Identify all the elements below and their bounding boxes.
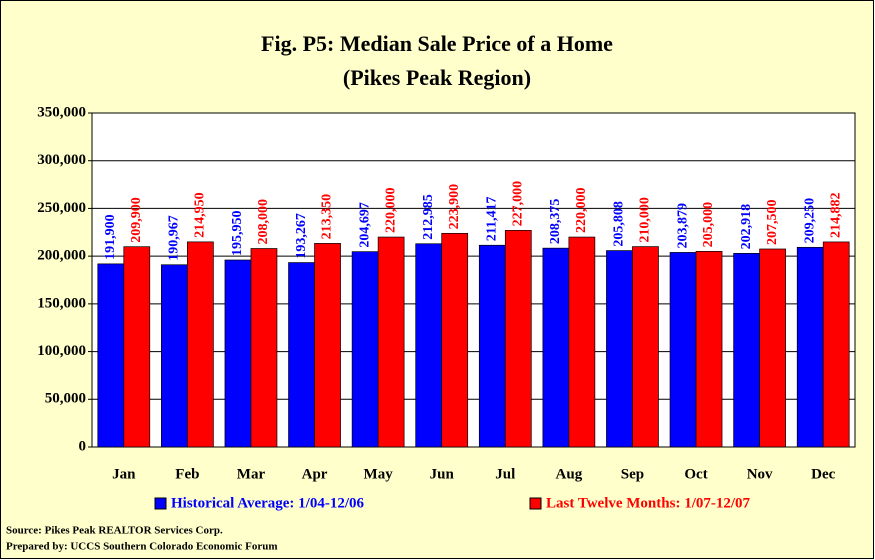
bar: [415, 243, 443, 448]
bar: [759, 248, 786, 448]
data-label: 210,000: [638, 197, 653, 243]
bar: [123, 246, 151, 448]
y-tick-label: 200,000: [37, 248, 86, 264]
x-tick-label: Oct: [684, 466, 707, 482]
bar: [632, 246, 659, 448]
data-label: 209,900: [129, 197, 144, 243]
chart-subtitle: (Pikes Peak Region): [343, 65, 531, 90]
data-label: 214,950: [193, 192, 208, 238]
bar: [250, 248, 278, 448]
y-tick-label: 350,000: [37, 104, 86, 120]
bar: [669, 252, 697, 448]
y-tick-label: 300,000: [37, 152, 86, 168]
bar: [441, 232, 469, 448]
x-tick-label: Jul: [495, 466, 515, 482]
data-label: 213,350: [320, 194, 335, 240]
bar: [377, 236, 405, 448]
data-label: 220,000: [383, 188, 398, 234]
x-tick-label: Aug: [556, 466, 583, 482]
data-label: 202,918: [739, 204, 754, 250]
bar: [351, 251, 379, 448]
prepared-note: Prepared by: UCCS Southern Colorado Econ…: [6, 541, 278, 553]
bar: [568, 236, 596, 448]
y-tick-label: 250,000: [37, 200, 86, 216]
data-label: 212,985: [421, 194, 436, 240]
x-tick-label: Apr: [302, 466, 328, 482]
bar: [695, 251, 723, 448]
data-label: 208,000: [256, 199, 271, 245]
legend-swatch: [529, 497, 542, 510]
data-label: 204,697: [357, 202, 372, 248]
data-label: 227,000: [511, 181, 526, 227]
bar: [606, 250, 633, 448]
source-note: Source: Pikes Peak REALTOR Services Corp…: [6, 525, 223, 537]
legend-label: Historical Average: 1/04-12/06: [171, 495, 365, 511]
data-label: 223,900: [447, 184, 462, 230]
plot-area: [91, 112, 856, 448]
x-tick-label: Nov: [747, 466, 773, 482]
x-tick-label: Mar: [237, 466, 266, 482]
legend-label: Last Twelve Months: 1/07-12/07: [546, 495, 751, 511]
bar: [796, 246, 824, 448]
bar: [542, 247, 570, 448]
data-label: 205,000: [701, 202, 716, 248]
bar: [288, 262, 315, 448]
data-label: 193,267: [294, 213, 309, 259]
y-tick-label: 50,000: [45, 391, 86, 407]
data-label: 209,250: [802, 198, 817, 244]
chart-title: Fig. P5: Median Sale Price of a Home: [261, 31, 613, 56]
data-label: 211,417: [485, 197, 500, 242]
y-tick-label: 0: [79, 438, 87, 454]
data-label: 214,882: [828, 192, 843, 238]
bar: [161, 264, 188, 448]
y-tick-label: 100,000: [37, 343, 86, 359]
data-label: 190,967: [167, 215, 182, 261]
data-label: 208,375: [548, 199, 563, 245]
x-tick-label: May: [364, 466, 394, 482]
y-tick-label: 150,000: [37, 295, 86, 311]
bar: [478, 244, 506, 448]
bar: [97, 263, 125, 448]
bar: [733, 253, 760, 448]
data-label: 205,808: [612, 201, 627, 247]
bar: [187, 241, 214, 448]
data-label: 195,950: [230, 211, 245, 256]
x-tick-label: Sep: [621, 466, 644, 482]
bar: [224, 259, 252, 448]
bar: [822, 241, 850, 448]
x-tick-label: Feb: [175, 466, 199, 482]
legend-swatch: [154, 497, 167, 510]
data-label: 207,500: [765, 199, 780, 245]
x-tick-label: Jan: [112, 466, 136, 482]
x-tick-label: Jun: [430, 466, 455, 482]
data-label: 220,000: [574, 188, 589, 234]
bar: [504, 230, 532, 448]
bar: [314, 243, 341, 448]
x-tick-label: Dec: [811, 466, 835, 482]
data-label: 203,879: [675, 203, 690, 249]
data-label: 191,900: [103, 214, 118, 260]
